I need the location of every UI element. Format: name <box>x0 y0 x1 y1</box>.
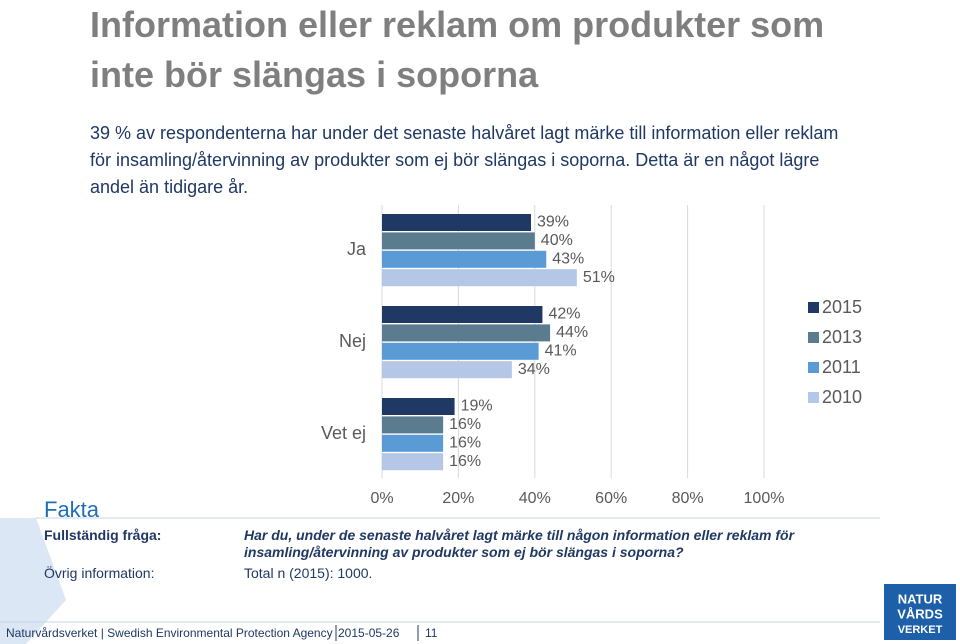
bar <box>382 416 444 434</box>
y-tick-label: Ja <box>347 239 367 259</box>
intro-text: 39 % av respondenterna har under det sen… <box>90 123 839 197</box>
legend-label: 2010 <box>822 387 862 407</box>
x-tick-label: 100% <box>744 490 785 507</box>
x-tick-label: 80% <box>672 490 704 507</box>
legend-label: 2015 <box>822 297 862 317</box>
bar <box>382 361 512 379</box>
fakta-heading: Fakta <box>44 497 100 522</box>
data-label: 16% <box>449 453 481 470</box>
fakta-text: Total n (2015): 1000. <box>244 565 373 581</box>
fakta-label: Övrig information: <box>44 565 155 581</box>
bar <box>382 324 551 342</box>
footer-org: Naturvårdsverket | Swedish Environmental… <box>6 626 333 640</box>
data-label: 41% <box>545 343 577 360</box>
data-label: 16% <box>449 435 481 452</box>
footer-date: 2015-05-26 <box>338 626 400 640</box>
bar <box>382 434 444 452</box>
x-tick-label: 40% <box>519 490 551 507</box>
legend-swatch <box>808 392 819 403</box>
data-label: 19% <box>461 398 493 415</box>
slide-title: Information eller reklam om produkter so… <box>90 4 825 95</box>
data-label: 42% <box>548 306 580 323</box>
data-label: 43% <box>552 251 584 268</box>
fakta-text: Har du, under de senaste halvåret lagt m… <box>244 527 795 560</box>
data-label: 44% <box>556 324 588 341</box>
legend-swatch <box>808 332 819 343</box>
bar <box>382 250 547 268</box>
data-label: 34% <box>518 361 550 378</box>
bar <box>382 306 543 323</box>
bar <box>382 453 444 471</box>
x-tick-label: 60% <box>595 490 627 507</box>
logo-text: NATUR <box>898 591 943 606</box>
legend-swatch <box>808 302 819 313</box>
data-label: 40% <box>541 232 573 249</box>
fakta-label: Fullständig fråga: <box>44 527 162 543</box>
footer-page: 11 <box>425 626 438 640</box>
logo-box <box>884 584 956 640</box>
bar <box>382 342 539 360</box>
data-label: 16% <box>449 416 481 433</box>
bar <box>382 232 535 250</box>
legend-label: 2013 <box>822 327 862 347</box>
logo-text: VERKET <box>898 624 943 636</box>
fakta-ribbon <box>0 518 66 644</box>
data-label: 51% <box>583 269 615 286</box>
legend-swatch <box>808 362 819 373</box>
y-tick-label: Vet ej <box>321 423 366 443</box>
y-tick-label: Nej <box>339 331 366 351</box>
data-label: 39% <box>537 214 569 231</box>
x-tick-label: 0% <box>370 490 393 507</box>
bar <box>382 269 577 287</box>
logo-text: VÅRDS <box>897 606 943 621</box>
legend-label: 2011 <box>822 357 861 377</box>
x-tick-label: 20% <box>442 490 474 507</box>
bar <box>382 214 531 231</box>
bar <box>382 398 455 415</box>
